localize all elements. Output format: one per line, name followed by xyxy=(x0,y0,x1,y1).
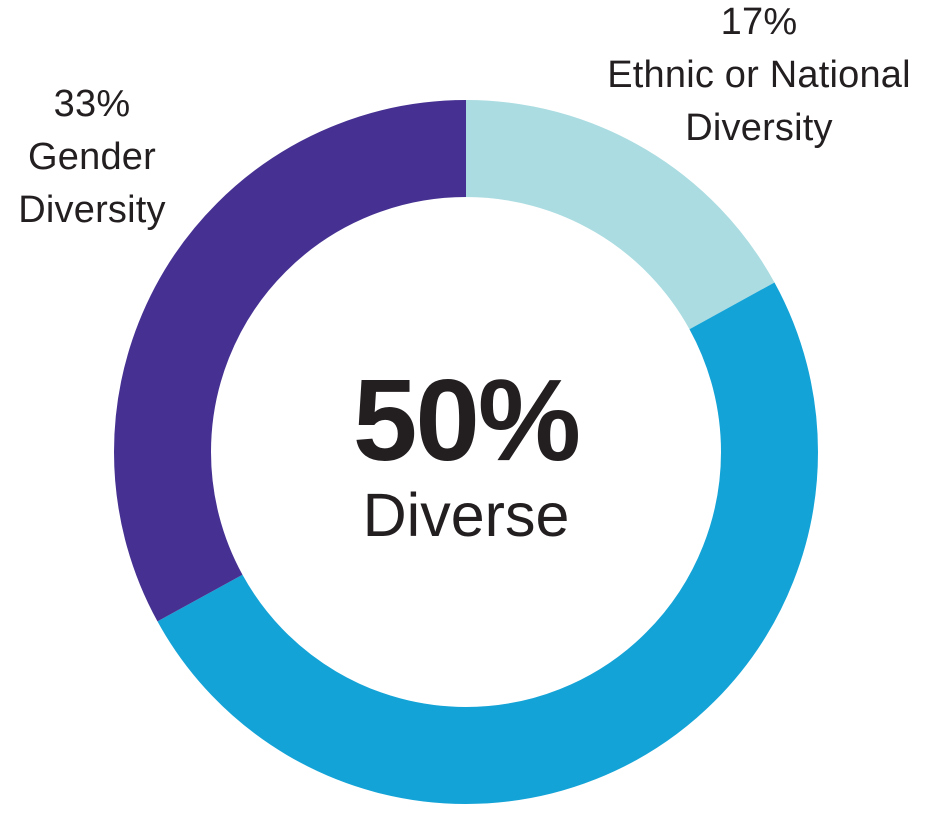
donut-center-text: 50% Diverse xyxy=(266,362,666,552)
center-value: 50% xyxy=(352,355,581,485)
donut-slice-gender-diversity xyxy=(114,100,818,804)
center-label: Diverse xyxy=(362,481,570,549)
callout-gender-diversity: 33% Gender Diversity xyxy=(18,83,166,231)
callout-ethnic-national-diversity: 17% Ethnic or National Diversity xyxy=(607,1,911,149)
donut-slice-remainder xyxy=(114,100,818,804)
